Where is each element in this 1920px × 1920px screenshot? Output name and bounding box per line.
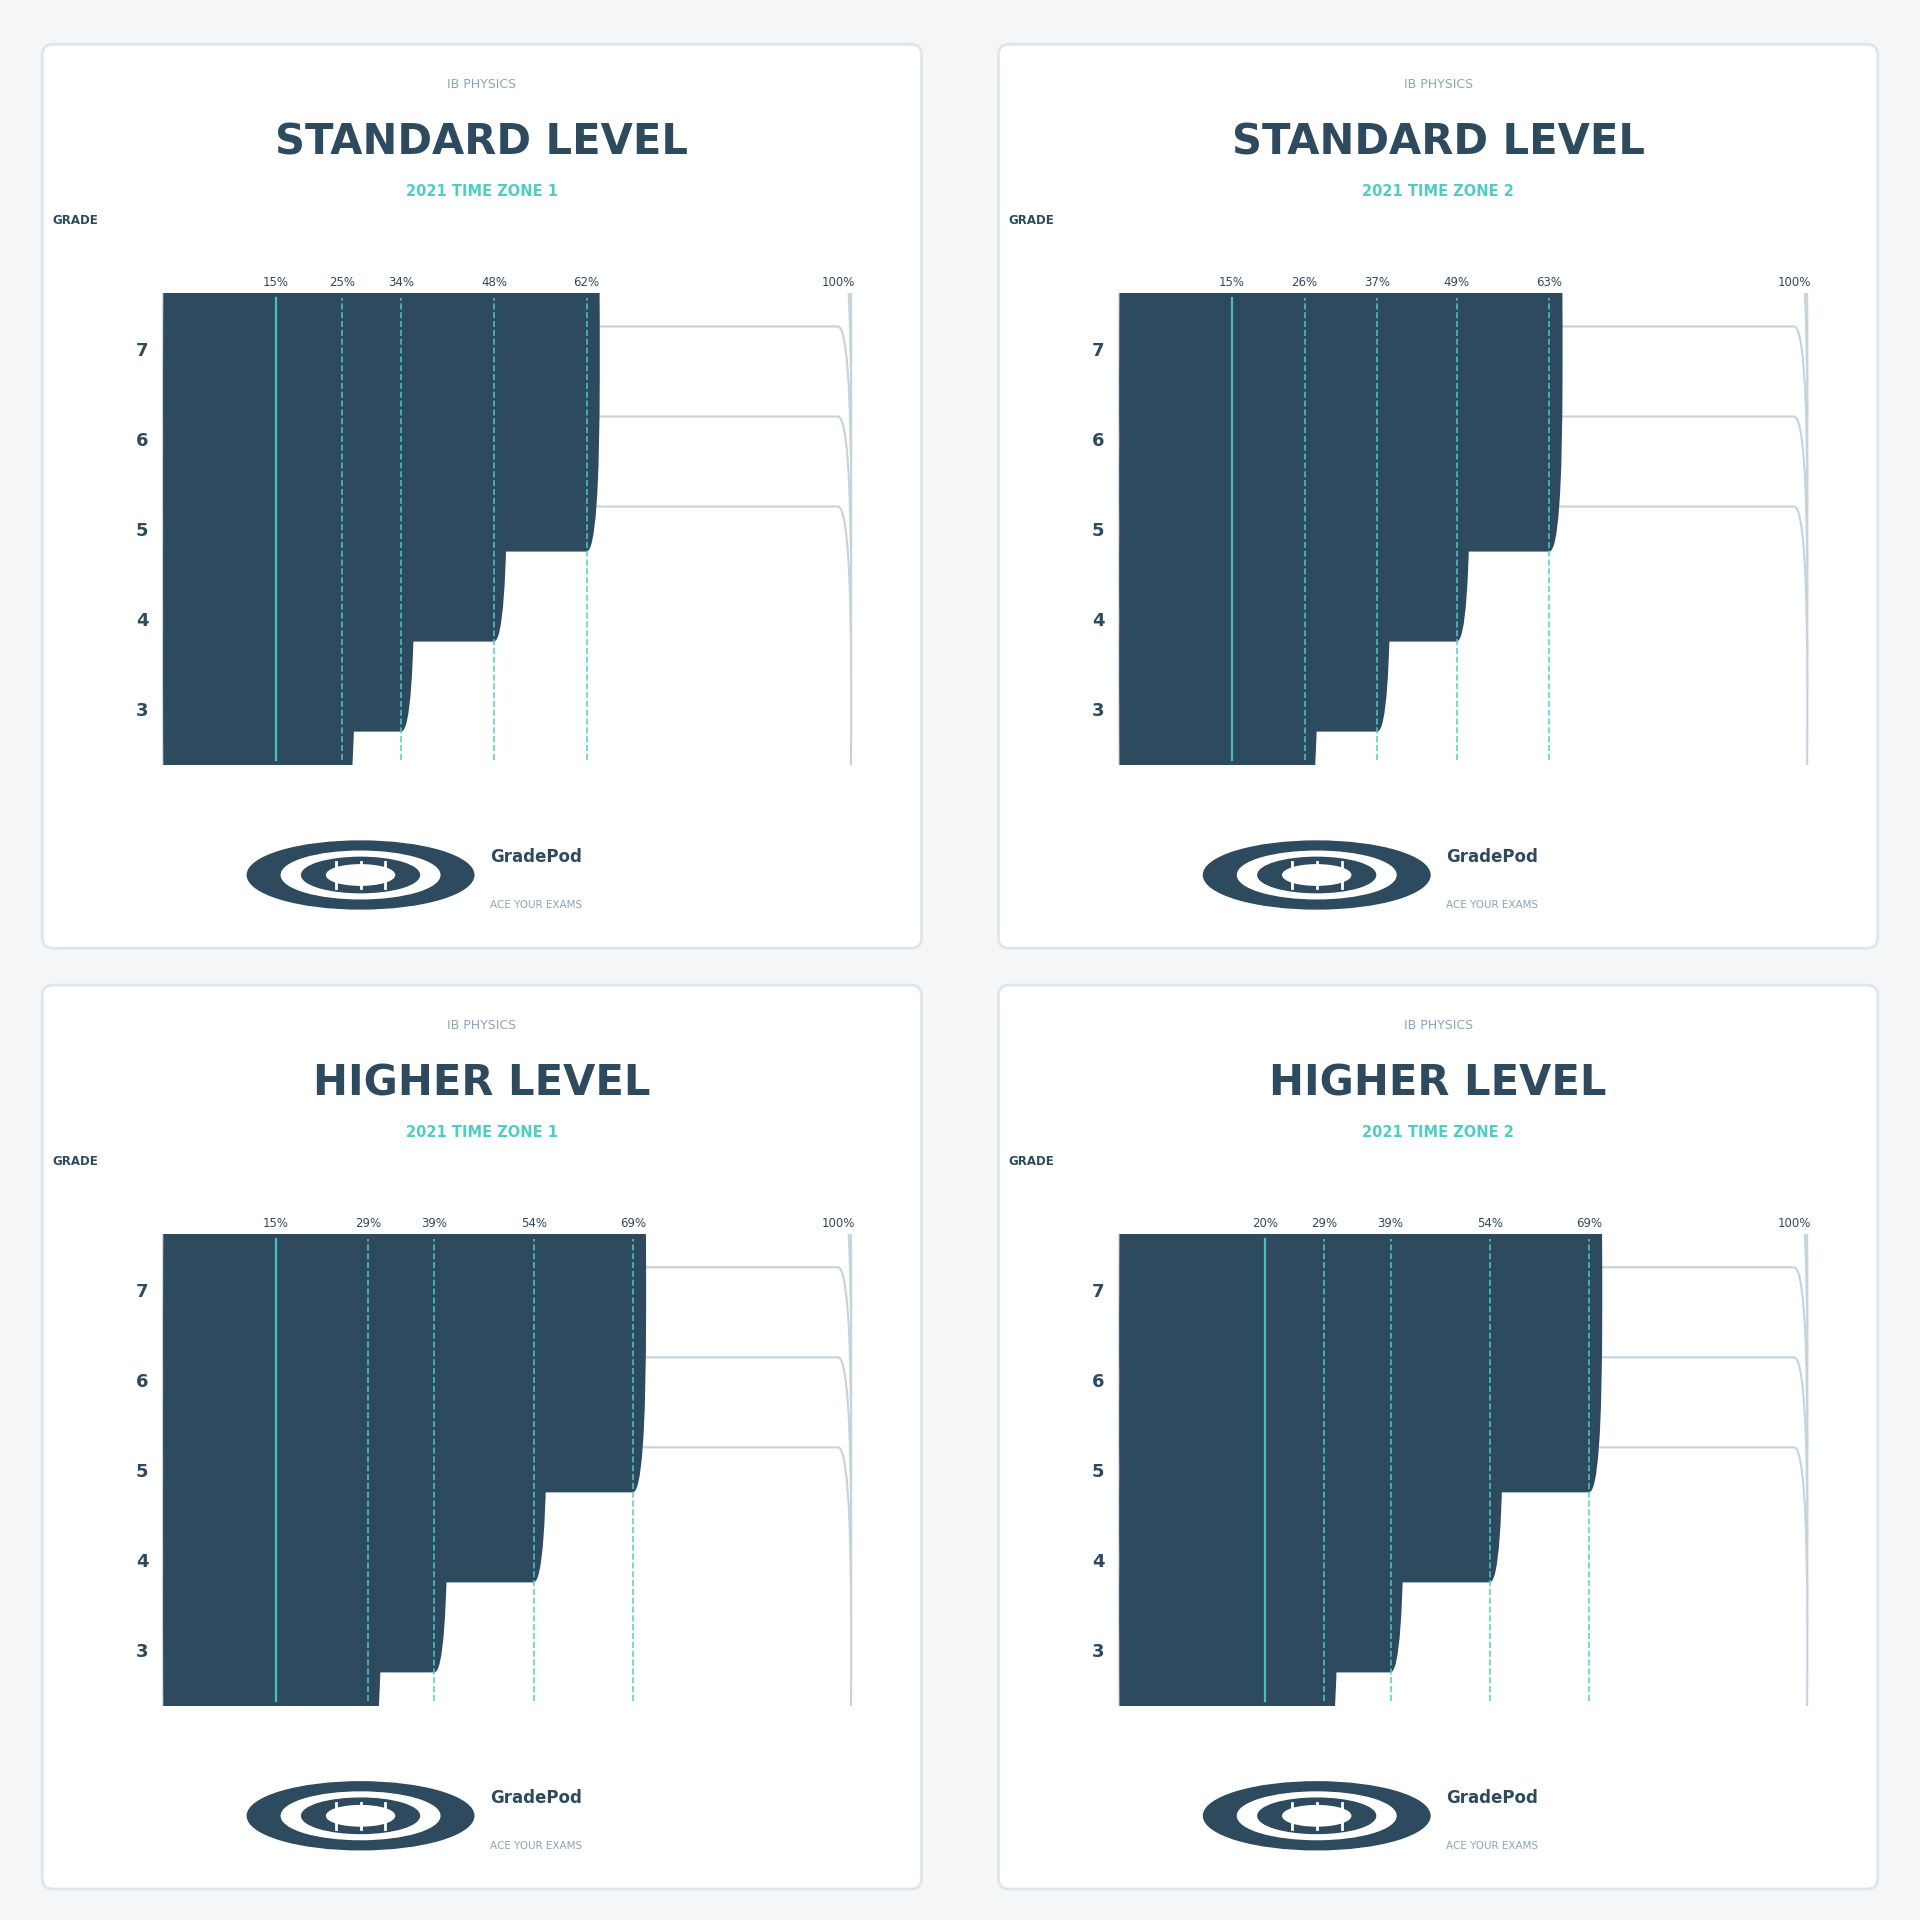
FancyBboxPatch shape [163, 507, 851, 912]
Text: HIGHER LEVEL: HIGHER LEVEL [313, 1062, 651, 1104]
Circle shape [326, 864, 394, 885]
Text: STANDARD LEVEL: STANDARD LEVEL [275, 121, 689, 163]
Circle shape [1283, 864, 1350, 885]
Text: ACE YOUR EXAMS: ACE YOUR EXAMS [1446, 1841, 1538, 1851]
FancyBboxPatch shape [1119, 507, 1244, 912]
Text: IB PHYSICS: IB PHYSICS [1404, 79, 1473, 92]
Text: GradePod: GradePod [1446, 1789, 1538, 1807]
Circle shape [1204, 841, 1430, 908]
FancyBboxPatch shape [163, 326, 851, 732]
FancyBboxPatch shape [163, 146, 599, 551]
FancyBboxPatch shape [1119, 1357, 1338, 1763]
FancyBboxPatch shape [1119, 236, 1471, 641]
FancyBboxPatch shape [1119, 236, 1807, 641]
Circle shape [1238, 851, 1396, 899]
FancyBboxPatch shape [1119, 1177, 1503, 1582]
FancyBboxPatch shape [163, 417, 851, 822]
FancyBboxPatch shape [163, 1177, 851, 1582]
FancyBboxPatch shape [163, 326, 415, 732]
Text: GRADE: GRADE [52, 1156, 98, 1167]
FancyBboxPatch shape [1119, 1087, 1603, 1492]
Text: GRADE: GRADE [52, 215, 98, 227]
Circle shape [326, 1805, 394, 1826]
Text: GradePod: GradePod [490, 849, 582, 866]
Circle shape [282, 1791, 440, 1839]
FancyBboxPatch shape [42, 985, 922, 1889]
FancyBboxPatch shape [163, 507, 288, 912]
FancyBboxPatch shape [163, 1267, 447, 1672]
Circle shape [1283, 1805, 1350, 1826]
Circle shape [301, 1799, 419, 1834]
Text: GradePod: GradePod [490, 1789, 582, 1807]
Text: GradePod: GradePod [1446, 849, 1538, 866]
FancyBboxPatch shape [163, 1448, 851, 1853]
Circle shape [248, 1782, 474, 1849]
Text: 2021 TIME ZONE 2: 2021 TIME ZONE 2 [1361, 184, 1515, 200]
Text: 2021 TIME ZONE 1: 2021 TIME ZONE 1 [405, 1125, 559, 1140]
FancyBboxPatch shape [1119, 417, 1317, 822]
FancyBboxPatch shape [1119, 1267, 1404, 1672]
Circle shape [301, 858, 419, 893]
Circle shape [1258, 1799, 1375, 1834]
FancyBboxPatch shape [1119, 1448, 1807, 1853]
FancyBboxPatch shape [1119, 146, 1563, 551]
Text: GRADE: GRADE [1008, 215, 1054, 227]
Text: 2021 TIME ZONE 1: 2021 TIME ZONE 1 [405, 184, 559, 200]
FancyBboxPatch shape [163, 1087, 851, 1492]
Circle shape [248, 841, 474, 908]
FancyBboxPatch shape [163, 417, 355, 822]
FancyBboxPatch shape [163, 1087, 647, 1492]
Circle shape [1204, 1782, 1430, 1849]
Text: ACE YOUR EXAMS: ACE YOUR EXAMS [490, 900, 582, 910]
FancyBboxPatch shape [1119, 417, 1807, 822]
Circle shape [1238, 1791, 1396, 1839]
FancyBboxPatch shape [1119, 1087, 1807, 1492]
Text: GRADE: GRADE [1008, 1156, 1054, 1167]
FancyBboxPatch shape [1119, 326, 1390, 732]
FancyBboxPatch shape [163, 1448, 288, 1853]
Text: IB PHYSICS: IB PHYSICS [447, 79, 516, 92]
Text: IB PHYSICS: IB PHYSICS [447, 1020, 516, 1033]
FancyBboxPatch shape [998, 985, 1878, 1889]
FancyBboxPatch shape [163, 1357, 851, 1763]
Text: 2021 TIME ZONE 2: 2021 TIME ZONE 2 [1361, 1125, 1515, 1140]
FancyBboxPatch shape [163, 146, 851, 551]
FancyBboxPatch shape [163, 236, 851, 641]
FancyBboxPatch shape [42, 44, 922, 948]
Text: ACE YOUR EXAMS: ACE YOUR EXAMS [1446, 900, 1538, 910]
Text: STANDARD LEVEL: STANDARD LEVEL [1231, 121, 1645, 163]
Text: ACE YOUR EXAMS: ACE YOUR EXAMS [490, 1841, 582, 1851]
FancyBboxPatch shape [1119, 326, 1807, 732]
Circle shape [1258, 858, 1375, 893]
FancyBboxPatch shape [1119, 507, 1807, 912]
FancyBboxPatch shape [163, 236, 507, 641]
FancyBboxPatch shape [163, 1177, 547, 1582]
FancyBboxPatch shape [1119, 1177, 1807, 1582]
FancyBboxPatch shape [1119, 1448, 1279, 1853]
Text: HIGHER LEVEL: HIGHER LEVEL [1269, 1062, 1607, 1104]
FancyBboxPatch shape [163, 1357, 382, 1763]
FancyBboxPatch shape [1119, 1357, 1807, 1763]
FancyBboxPatch shape [1119, 146, 1807, 551]
Circle shape [282, 851, 440, 899]
FancyBboxPatch shape [1119, 1267, 1807, 1672]
Text: IB PHYSICS: IB PHYSICS [1404, 1020, 1473, 1033]
FancyBboxPatch shape [998, 44, 1878, 948]
FancyBboxPatch shape [163, 1267, 851, 1672]
